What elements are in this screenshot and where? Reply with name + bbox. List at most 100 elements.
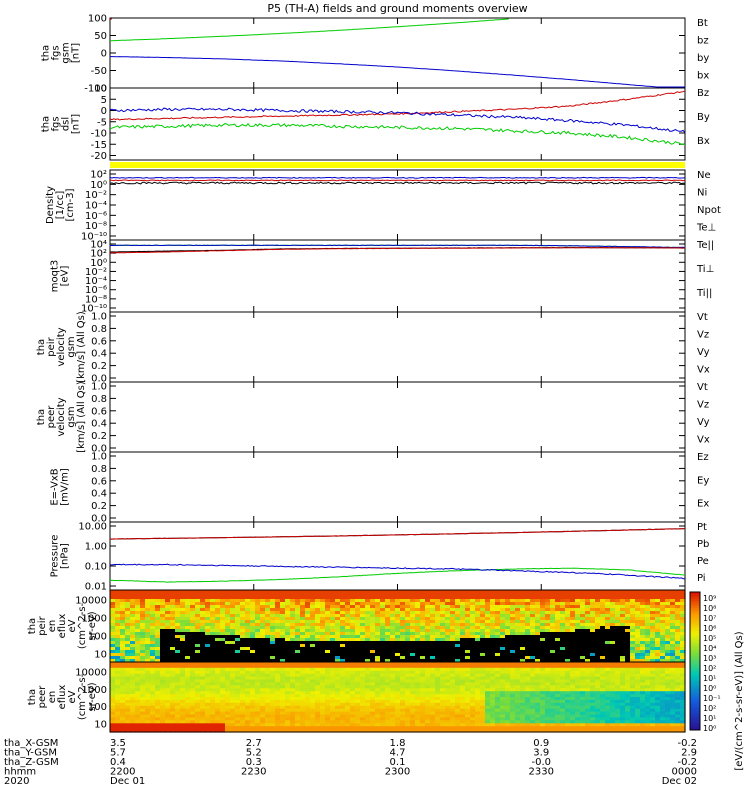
spectrogram-cell (670, 641, 676, 645)
spectrogram-cell (595, 599, 601, 603)
spectrogram-cell (410, 656, 416, 660)
legend-entry: Vt (697, 382, 708, 393)
spectrogram-cell (570, 629, 576, 633)
spectrogram-cell (330, 697, 336, 701)
spectrogram-cell (220, 620, 226, 624)
spectrogram-cell (365, 664, 371, 669)
spectrogram-cell (455, 614, 461, 618)
spectrogram-cell (350, 691, 356, 695)
spectrogram-cell (510, 647, 516, 651)
spectrogram-cell (325, 653, 331, 657)
spectrogram-cell (490, 620, 496, 624)
spectrogram-cell (115, 726, 121, 730)
spectrogram-cell (295, 694, 301, 698)
spectrogram-cell (270, 705, 276, 710)
spectrogram-cell (170, 653, 176, 657)
spectrogram-cell (400, 711, 406, 716)
spectrogram-cell (370, 596, 376, 600)
spectrogram-cell (675, 644, 681, 648)
spectrogram-cell (250, 602, 256, 606)
spectrogram-cell (500, 617, 506, 621)
spectrogram-cell (315, 711, 321, 716)
spectrogram-cell (415, 699, 421, 704)
spectrogram-cell (305, 653, 311, 657)
spectrogram-cell (110, 638, 116, 642)
spectrogram-cell (450, 647, 456, 651)
spectrogram-cell (415, 691, 421, 695)
spectrogram-cell (415, 714, 421, 718)
spectrogram-cell (195, 644, 201, 648)
spectrogram-cell (610, 641, 616, 645)
spectrogram-cell (135, 635, 141, 639)
spectrogram-cell (615, 596, 621, 600)
spectrogram-cell (150, 602, 156, 606)
spectrogram-cell (520, 650, 526, 654)
spectrogram-cell (305, 632, 311, 636)
spectrogram-cell (165, 679, 171, 683)
spectrogram-cell (400, 650, 406, 654)
spectrogram-cell (420, 699, 426, 704)
spectrogram-cell (405, 679, 411, 683)
spectrogram-cell (480, 632, 486, 636)
spectrogram-cell (370, 711, 376, 716)
spectrogram-cell (150, 705, 156, 710)
spectrogram-cell (480, 697, 486, 701)
spectrogram-cell (235, 635, 241, 639)
spectrogram-cell (425, 673, 431, 678)
spectrogram-cell (325, 611, 331, 615)
spectrogram-cell (620, 626, 626, 630)
spectrogram-cell (155, 632, 161, 636)
spectrogram-cell (345, 644, 351, 648)
spectrogram-cell (470, 620, 476, 624)
ytick-label: 0.6 (91, 336, 107, 347)
spectrogram-cell (490, 602, 496, 606)
spectrogram-cell (610, 620, 616, 624)
spectrogram-cell (305, 617, 311, 621)
ytick-label: 0.2 (91, 431, 107, 442)
spectrogram-cell (270, 670, 276, 675)
spectrogram-cell (135, 620, 141, 624)
ytick-label: 10⁻⁴ (85, 201, 107, 212)
spectrogram-cell (595, 638, 601, 642)
spectrogram-cell (140, 638, 146, 642)
spectrogram-cell (340, 644, 346, 648)
spectrogram-cell (300, 676, 306, 681)
spectrogram-cell (610, 629, 616, 633)
spectrogram-cell (190, 614, 196, 618)
spectrogram-cell (570, 602, 576, 606)
spectrogram-cell (110, 602, 116, 606)
spectrogram-cell (590, 656, 596, 660)
spectrogram-cell (410, 614, 416, 618)
spectrogram-cell (150, 664, 156, 669)
spectrogram-cell (545, 599, 551, 603)
spectrogram-cell (425, 670, 431, 675)
spectrogram-cell (415, 697, 421, 701)
spectrogram-cell (185, 593, 191, 597)
spectrogram-cell (590, 614, 596, 618)
ytick-label: 10⁴ (90, 240, 107, 251)
spectrogram-cell (320, 605, 326, 609)
spectrogram-cell (230, 708, 236, 713)
spectrogram-cell (395, 688, 401, 692)
spectrogram-cell (315, 679, 321, 683)
spectrogram-cell (650, 638, 656, 642)
spectrogram-cell (360, 682, 366, 686)
spectrogram-cell (300, 632, 306, 636)
spectrogram-cell (680, 614, 686, 618)
spectrogram-cell (560, 635, 566, 639)
spectrogram-cell (440, 653, 446, 657)
spectrogram-cell (295, 691, 301, 695)
spectrogram-cell (570, 611, 576, 615)
ytick-label: 1000 (82, 614, 107, 625)
spectrogram-cell (315, 617, 321, 621)
spectrogram-cell (585, 629, 591, 633)
spectrogram-cell (375, 605, 381, 609)
spectrogram-cell (260, 699, 266, 704)
spectrogram-cell (180, 691, 186, 695)
spectrogram-cell (390, 650, 396, 654)
spectrogram-cell (475, 694, 481, 698)
spectrogram-cell (270, 685, 276, 689)
spectrogram-cell (180, 611, 186, 615)
spectrogram-cell (390, 664, 396, 669)
spectrogram-cell (110, 679, 116, 683)
